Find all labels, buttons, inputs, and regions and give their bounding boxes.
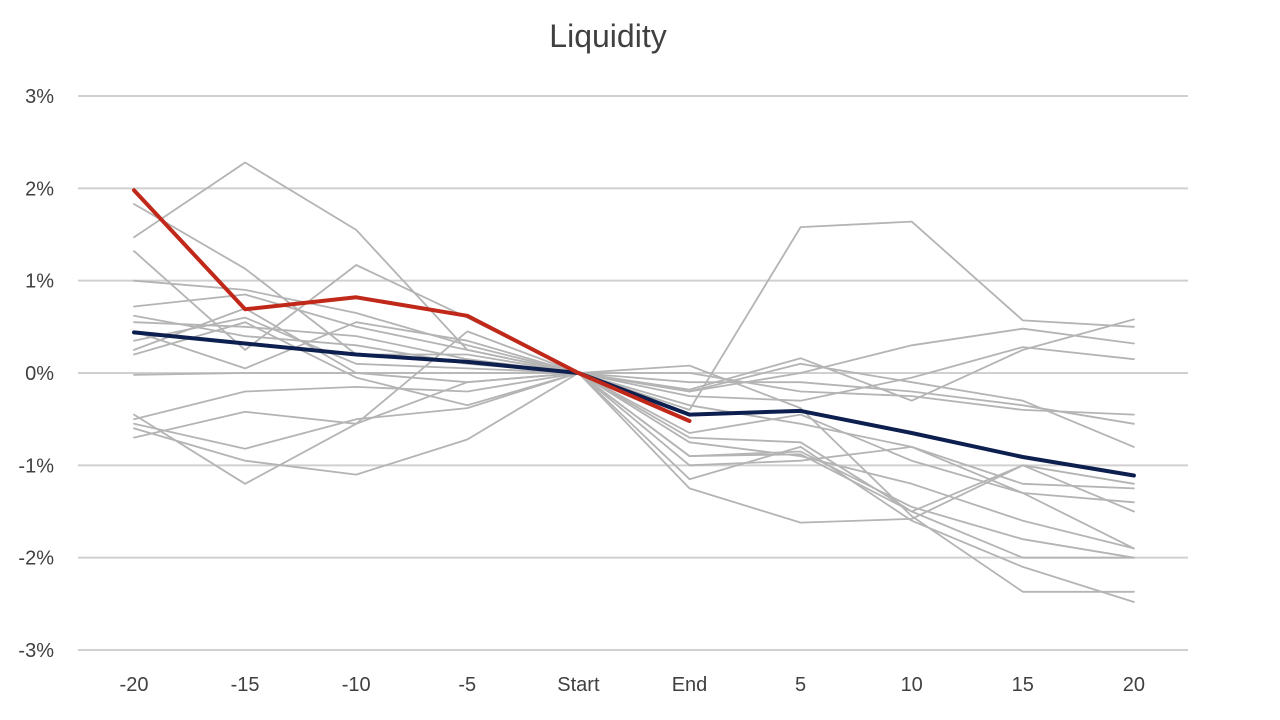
background-series-lines [133,161,1135,603]
x-tick-label: -20 [120,674,149,696]
average-series [132,330,1136,478]
background-series-line [133,203,1135,593]
x-tick-label: 20 [1123,674,1145,696]
x-tick-label: -5 [458,674,476,696]
chart-title: Liquidity [549,18,667,54]
y-tick-label: 2% [25,178,54,200]
background-series-line [133,321,1135,550]
x-axis-tick-labels: -20 -15 -10 -5 Start End 5 10 15 20 [120,674,1145,696]
x-tick-label: 15 [1012,674,1034,696]
x-tick-label: 5 [795,674,806,696]
x-tick-label: -15 [231,674,260,696]
background-series-line [133,330,1135,485]
background-series-line [133,372,1135,524]
highlight-series [132,188,692,423]
x-tick-label: End [672,674,708,696]
y-tick-label: 3% [25,86,54,108]
x-tick-label: -10 [342,674,371,696]
highlight-series-line [132,188,692,423]
y-tick-label: -2% [18,548,54,570]
x-tick-label: 10 [901,674,923,696]
average-series-line [132,330,1136,478]
y-tick-label: 1% [25,271,54,293]
x-tick-label: Start [557,674,600,696]
background-series-line [133,220,1135,411]
background-series-line [133,321,1135,402]
background-series-line [133,362,1135,448]
y-tick-label: -3% [18,640,54,662]
background-series-line [133,372,1135,416]
background-series-line [133,372,1135,490]
background-series-line [133,161,1135,559]
background-series-line [133,307,1135,603]
background-series-line [133,314,1135,504]
y-axis-tick-labels: 3% 2% 1% 0% -1% -2% -3% [18,86,54,662]
y-tick-label: -1% [18,455,54,477]
y-tick-label: 0% [25,363,54,385]
background-series-line [133,372,1135,559]
